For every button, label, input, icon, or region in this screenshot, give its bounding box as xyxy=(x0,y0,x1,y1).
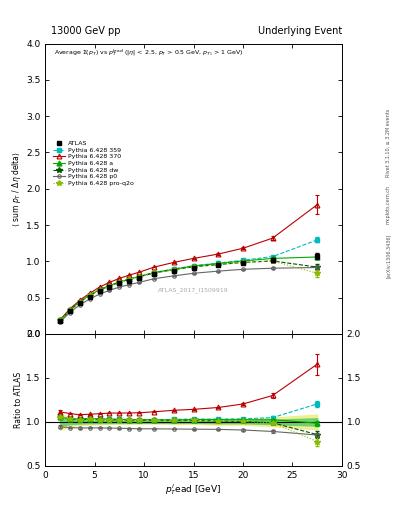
Text: 13000 GeV pp: 13000 GeV pp xyxy=(51,26,121,36)
Legend: ATLAS, Pythia 6.428 359, Pythia 6.428 370, Pythia 6.428 a, Pythia 6.428 dw, Pyth: ATLAS, Pythia 6.428 359, Pythia 6.428 37… xyxy=(51,140,135,187)
Text: mcplots.cern.ch: mcplots.cern.ch xyxy=(386,185,391,224)
Y-axis label: $\langle$ sum $p_T$ / $\Delta\eta$ delta$\rangle$: $\langle$ sum $p_T$ / $\Delta\eta$ delta… xyxy=(10,151,23,227)
Text: Rivet 3.1.10, ≥ 3.2M events: Rivet 3.1.10, ≥ 3.2M events xyxy=(386,109,391,178)
Y-axis label: Ratio to ATLAS: Ratio to ATLAS xyxy=(14,372,23,428)
Text: Underlying Event: Underlying Event xyxy=(258,26,342,36)
Text: Average $\Sigma(p_T)$ vs $p_T^{\rm lead}$ ($|\eta|$ < 2.5, $p_T$ > 0.5 GeV, $p_{: Average $\Sigma(p_T)$ vs $p_T^{\rm lead}… xyxy=(54,48,244,58)
Text: ATLAS_2017_I1509919: ATLAS_2017_I1509919 xyxy=(158,288,229,293)
Text: [arXiv:1306.3436]: [arXiv:1306.3436] xyxy=(386,234,391,278)
X-axis label: $p_T^l$ead [GeV]: $p_T^l$ead [GeV] xyxy=(165,482,222,498)
